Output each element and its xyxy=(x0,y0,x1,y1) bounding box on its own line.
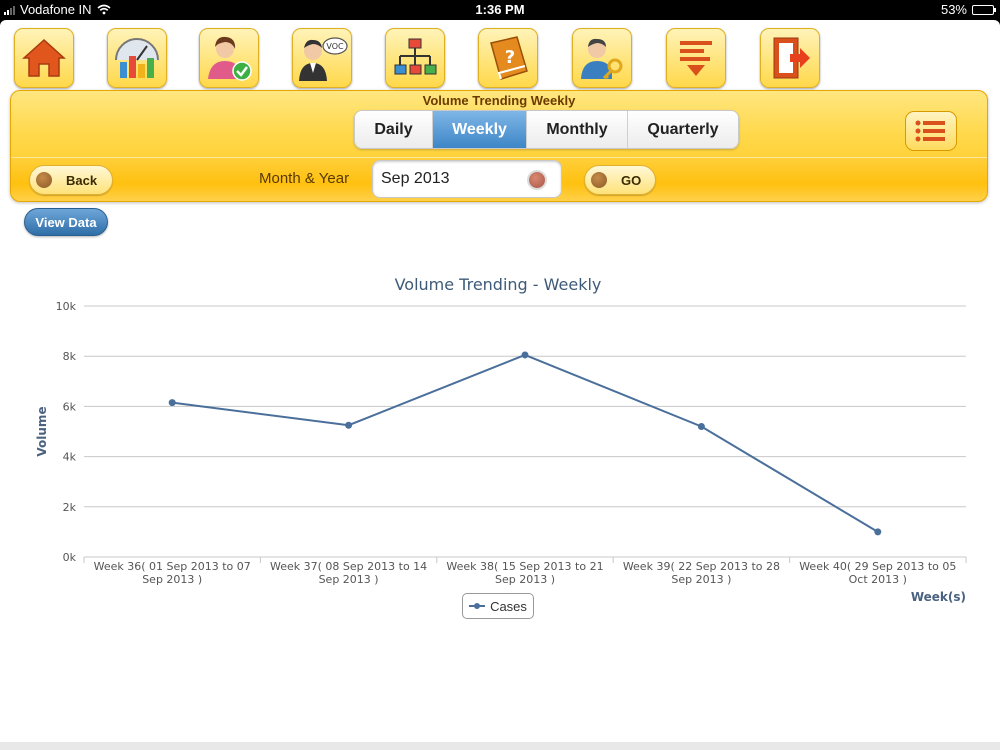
y-tick-label: 2k xyxy=(63,501,77,514)
user-key-button[interactable] xyxy=(572,28,632,88)
back-label: Back xyxy=(66,172,98,188)
voc-button[interactable]: VOC xyxy=(292,28,352,88)
chart-title: Volume Trending - Weekly xyxy=(395,275,602,294)
period-tabs: Daily Weekly Monthly Quarterly xyxy=(354,110,739,149)
app-window: VOC ? Volume Trending Weekly Daily Weekl… xyxy=(0,20,1000,742)
carrier-group: Vodafone IN xyxy=(4,2,111,17)
y-tick-label: 10k xyxy=(56,300,77,313)
home-button[interactable] xyxy=(14,28,74,88)
svg-text:?: ? xyxy=(505,47,515,68)
list-icon xyxy=(915,120,945,142)
filter-bar: Back Month & Year Sep 2013 GO xyxy=(11,157,987,201)
y-axis-label: Volume xyxy=(35,406,49,456)
user-key-icon xyxy=(581,38,623,80)
menu-list-button[interactable] xyxy=(905,111,957,151)
bottom-strip xyxy=(0,742,1000,750)
page-title: Volume Trending Weekly xyxy=(422,93,576,108)
data-point xyxy=(345,421,353,429)
data-point xyxy=(874,528,882,536)
x-axis-label: Week(s) xyxy=(911,590,966,604)
svg-text:VOC: VOC xyxy=(326,42,344,51)
back-dot-icon xyxy=(36,172,52,188)
dashboard-gauge-icon xyxy=(115,38,159,78)
home-icon xyxy=(22,38,66,77)
go-dot-icon xyxy=(591,172,607,188)
chart-legend[interactable]: Cases xyxy=(462,593,534,619)
x-tick-label: Week 38( 15 Sep 2013 to 21 xyxy=(446,560,603,573)
y-tick-label: 4k xyxy=(63,451,77,464)
month-year-label: Month & Year xyxy=(259,170,350,187)
tab-monthly[interactable]: Monthly xyxy=(527,111,628,148)
view-data-button[interactable]: View Data xyxy=(24,208,108,236)
go-label: GO xyxy=(621,172,642,188)
voc-agent-icon: VOC xyxy=(299,37,348,81)
back-button[interactable]: Back xyxy=(29,165,113,195)
help-book-icon: ? xyxy=(490,36,528,80)
go-button[interactable]: GO xyxy=(584,165,656,195)
tab-daily[interactable]: Daily xyxy=(355,111,433,148)
sort-filter-icon xyxy=(680,41,712,76)
volume-chart: Volume Trending - Weekly 0k 2k 4k 6k 8k 10k Wee… xyxy=(0,242,1000,662)
carrier-name: Vodafone IN xyxy=(20,2,92,17)
status-bar: Vodafone IN 1:36 PM 53% xyxy=(0,0,1000,20)
y-tick-label: 6k xyxy=(63,400,77,413)
picker-dot-icon xyxy=(527,170,547,190)
help-button[interactable]: ? xyxy=(478,28,538,88)
hierarchy-button[interactable] xyxy=(385,28,445,88)
tab-quarterly[interactable]: Quarterly xyxy=(628,111,738,148)
x-tick-label: Week 39( 22 Sep 2013 to 28 xyxy=(623,560,780,573)
dashboard-button[interactable] xyxy=(107,28,167,88)
logout-icon xyxy=(773,37,810,79)
battery-group: 53% xyxy=(940,2,996,17)
x-tick-label: Sep 2013 ) xyxy=(495,573,555,586)
legend-line-icon xyxy=(469,603,486,609)
data-point xyxy=(697,422,705,430)
hierarchy-icon xyxy=(394,38,437,75)
y-tick-label: 8k xyxy=(63,350,77,363)
battery-percent: 53% xyxy=(940,2,967,17)
logout-button[interactable] xyxy=(760,28,820,88)
signal-icon xyxy=(4,5,15,15)
y-tick-label: 0k xyxy=(63,551,77,564)
x-tick-label: Sep 2013 ) xyxy=(671,573,731,586)
month-year-picker[interactable]: Sep 2013 xyxy=(372,160,562,198)
x-tick-label: Sep 2013 ) xyxy=(142,573,202,586)
x-tick-label: Sep 2013 ) xyxy=(319,573,379,586)
tab-weekly[interactable]: Weekly xyxy=(433,111,527,148)
x-tick-label: Week 36( 01 Sep 2013 to 07 xyxy=(94,560,251,573)
clock: 1:36 PM xyxy=(475,2,525,17)
series-line-cases xyxy=(172,353,879,533)
period-header: Volume Trending Weekly Daily Weekly Mont… xyxy=(10,90,988,202)
wifi-icon xyxy=(97,4,111,15)
volume-chart-svg: Volume Trending - Weekly 0k 2k 4k 6k 8k 10k Wee… xyxy=(35,275,967,604)
approval-button[interactable] xyxy=(199,28,259,88)
x-tick-label: Oct 2013 ) xyxy=(849,573,907,586)
battery-icon xyxy=(972,4,996,15)
month-year-value: Sep 2013 xyxy=(381,170,450,187)
data-point xyxy=(521,351,529,359)
main-toolbar: VOC ? xyxy=(0,20,1000,90)
x-tick-label: Week 40( 29 Sep 2013 to 05 xyxy=(799,560,956,573)
sort-filter-button[interactable] xyxy=(666,28,726,88)
legend-label: Cases xyxy=(490,598,527,614)
x-tick-label: Week 37( 08 Sep 2013 to 14 xyxy=(270,560,427,573)
approval-user-icon xyxy=(208,36,252,81)
data-point xyxy=(168,399,176,407)
